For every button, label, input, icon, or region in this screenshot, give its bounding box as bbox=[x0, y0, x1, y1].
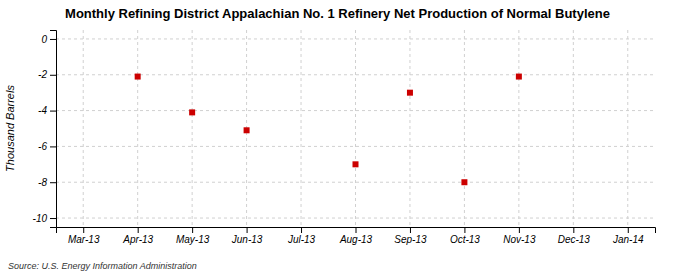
point bbox=[516, 74, 522, 80]
source-note: Source: U.S. Energy Information Administ… bbox=[8, 261, 197, 271]
y-tick-mark bbox=[50, 75, 56, 76]
point bbox=[189, 109, 195, 115]
y-axis-title: Thousand Barrels bbox=[4, 85, 16, 172]
x-tick-label: Nov-13 bbox=[503, 234, 536, 245]
point bbox=[244, 127, 250, 133]
x-axis-line bbox=[57, 228, 656, 234]
x-tick: May-13 bbox=[176, 227, 210, 245]
point bbox=[135, 74, 141, 80]
grid-line-x bbox=[83, 30, 84, 227]
y-tick-label: -2 bbox=[38, 69, 47, 80]
y-tick-mark bbox=[50, 182, 56, 183]
x-tick-label: Jan-14 bbox=[612, 234, 644, 245]
y-tick: -6 bbox=[38, 141, 56, 152]
x-tick: Jan-14 bbox=[612, 227, 644, 245]
x-tick-label: Apr-13 bbox=[122, 234, 153, 245]
x-tick-label: Jul-13 bbox=[287, 234, 316, 245]
chart-title: Monthly Refining District Appalachian No… bbox=[65, 6, 610, 21]
y-axis-line bbox=[50, 31, 57, 228]
y-tick-label: -10 bbox=[33, 213, 48, 224]
y-tick-label: 0 bbox=[41, 34, 47, 45]
x-tick-label: Dec-13 bbox=[558, 234, 591, 245]
y-tick-mark bbox=[50, 111, 56, 112]
x-tick: Jun-13 bbox=[231, 227, 263, 245]
grid-line-x bbox=[518, 30, 519, 227]
y-tick: -4 bbox=[38, 105, 56, 116]
x-tick: Aug-13 bbox=[339, 227, 373, 245]
grid-line-x bbox=[409, 30, 410, 227]
grid-line-x bbox=[301, 30, 302, 227]
marks bbox=[135, 74, 522, 186]
y-tick-mark bbox=[50, 218, 56, 219]
y-axis: 0 -2 -4 -6 -8 -10 bbox=[33, 31, 57, 228]
x-tick: Sep-13 bbox=[394, 227, 427, 245]
y-tick: -2 bbox=[38, 69, 56, 80]
x-tick-label: Jun-13 bbox=[231, 234, 263, 245]
y-tick: -10 bbox=[33, 213, 56, 224]
y-tick-label: -8 bbox=[38, 177, 47, 188]
x-tick: Nov-13 bbox=[503, 227, 536, 245]
x-tick-mark bbox=[410, 227, 411, 233]
y-tick-mark bbox=[50, 39, 56, 40]
x-tick-mark bbox=[464, 227, 465, 233]
grid-line-x bbox=[627, 30, 628, 227]
x-tick-mark bbox=[83, 227, 84, 233]
x-tick-mark bbox=[192, 227, 193, 233]
x-tick: Oct-13 bbox=[450, 227, 480, 245]
x-tick-mark bbox=[247, 227, 248, 233]
x-tick: Jul-13 bbox=[287, 227, 316, 245]
y-tick: 0 bbox=[41, 34, 56, 45]
x-tick-label: Aug-13 bbox=[339, 234, 373, 245]
x-tick-label: Mar-13 bbox=[68, 234, 100, 245]
plot-area: Mar-13 Apr-13 May-13 Jun-13 Jul-13 Aug-13 Sep-… bbox=[33, 30, 656, 245]
x-tick-mark bbox=[138, 227, 139, 233]
chart-svg: Monthly Refining District Appalachian No… bbox=[0, 0, 675, 275]
x-tick-label: May-13 bbox=[176, 234, 210, 245]
x-tick-mark bbox=[519, 227, 520, 233]
x-tick: Dec-13 bbox=[558, 227, 591, 245]
grid bbox=[56, 30, 655, 227]
x-tick: Mar-13 bbox=[68, 227, 100, 245]
point bbox=[353, 161, 359, 167]
x-tick-mark bbox=[628, 227, 629, 233]
chart-container: Monthly Refining District Appalachian No… bbox=[0, 0, 675, 275]
x-axis: Mar-13 Apr-13 May-13 Jun-13 Jul-13 Aug-13 Sep-… bbox=[57, 227, 656, 245]
x-tick: Apr-13 bbox=[122, 227, 153, 245]
grid-line-x bbox=[137, 30, 138, 227]
grid-line-x bbox=[464, 30, 465, 227]
y-tick: -8 bbox=[38, 177, 56, 188]
grid-line-x bbox=[355, 30, 356, 227]
x-tick-mark bbox=[301, 227, 302, 233]
x-tick-mark bbox=[573, 227, 574, 233]
y-tick-label: -4 bbox=[38, 105, 47, 116]
y-tick-label: -6 bbox=[38, 141, 47, 152]
grid-line-x bbox=[573, 30, 574, 227]
y-tick-mark bbox=[50, 146, 56, 147]
x-tick-mark bbox=[356, 227, 357, 233]
point bbox=[461, 179, 467, 185]
point bbox=[407, 90, 413, 96]
x-tick-label: Oct-13 bbox=[450, 234, 480, 245]
grid-line-x bbox=[192, 30, 193, 227]
x-tick-label: Sep-13 bbox=[394, 234, 427, 245]
